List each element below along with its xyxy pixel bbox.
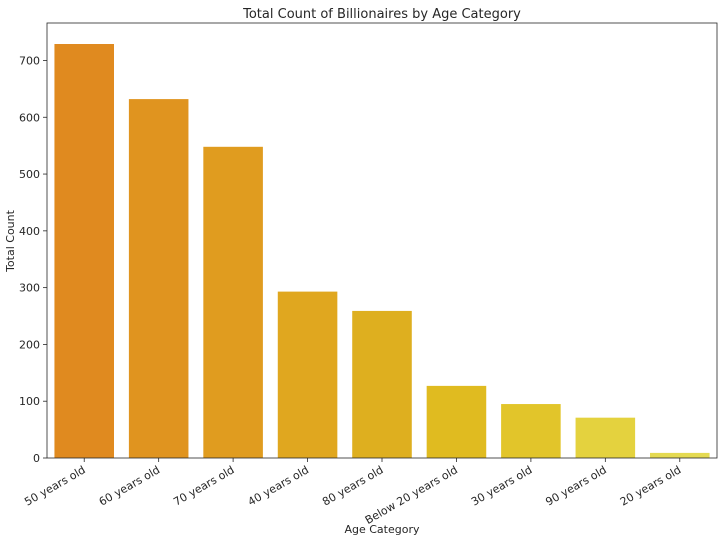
plot-area: 0 100 200 300 400 500 600 700 50 years old 60 yea…: [19, 22, 718, 527]
bar-3: [277, 291, 338, 458]
x-tick-label-4: 80 years old: [320, 463, 385, 508]
bar-6: [501, 404, 561, 458]
y-tick-label-4: 400: [19, 225, 40, 238]
bar-5: [426, 385, 487, 458]
bar-8: [650, 452, 710, 458]
y-tick-label-1: 100: [19, 395, 40, 408]
x-tick-label-2: 70 years old: [171, 463, 236, 508]
bar-7: [575, 417, 636, 458]
y-tick-label-7: 700: [19, 54, 40, 67]
y-axis-label: Total Count: [4, 209, 17, 273]
x-tick-label-1: 60 years old: [97, 463, 162, 508]
x-axis-label: Age Category: [344, 523, 420, 536]
x-tick-label-8: 20 years old: [618, 463, 683, 508]
bar-1: [128, 99, 189, 458]
x-tick-label-3: 40 years old: [246, 463, 311, 508]
y-tick-label-5: 500: [19, 168, 40, 181]
bar-4: [352, 310, 412, 458]
x-tick-label-6: 30 years old: [469, 463, 534, 508]
y-tick-label-2: 200: [19, 338, 40, 351]
y-tick-label-0: 0: [33, 452, 40, 465]
x-tick-label-7: 90 years old: [543, 463, 608, 508]
bar-0: [54, 44, 114, 458]
bar-2: [203, 146, 263, 459]
y-tick-label-3: 300: [19, 282, 40, 295]
y-tick-label-6: 600: [19, 111, 40, 124]
x-tick-label-0: 50 years old: [22, 463, 87, 508]
chart-title: Total Count of Billionaires by Age Categ…: [242, 7, 521, 22]
